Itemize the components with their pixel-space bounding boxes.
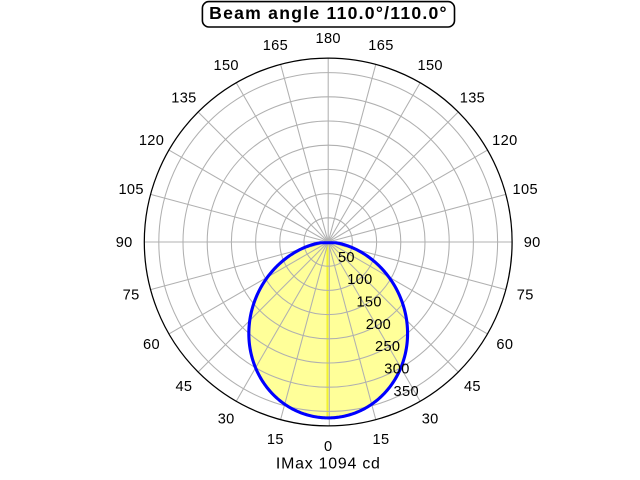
svg-text:90: 90 — [116, 235, 133, 251]
svg-text:75: 75 — [517, 288, 534, 304]
svg-text:150: 150 — [213, 58, 238, 74]
svg-text:150: 150 — [356, 294, 381, 310]
svg-text:120: 120 — [492, 133, 517, 149]
svg-text:135: 135 — [460, 91, 485, 107]
svg-text:350: 350 — [394, 384, 419, 400]
svg-text:180: 180 — [315, 31, 340, 47]
svg-text:15: 15 — [373, 432, 390, 448]
svg-text:300: 300 — [384, 362, 409, 378]
svg-text:60: 60 — [496, 337, 513, 353]
svg-text:0: 0 — [324, 439, 332, 455]
svg-text:IMax 1094 cd: IMax 1094 cd — [276, 456, 381, 473]
svg-text:120: 120 — [139, 133, 164, 149]
svg-text:90: 90 — [524, 235, 541, 251]
svg-text:165: 165 — [263, 38, 288, 54]
svg-text:30: 30 — [422, 412, 439, 428]
svg-text:105: 105 — [513, 182, 538, 198]
svg-text:165: 165 — [368, 38, 393, 54]
svg-text:Beam angle 110.0°/110.0°: Beam angle 110.0°/110.0° — [209, 3, 448, 23]
svg-text:75: 75 — [123, 288, 140, 304]
svg-text:30: 30 — [218, 412, 235, 428]
svg-text:50: 50 — [338, 250, 355, 266]
svg-text:200: 200 — [366, 317, 391, 333]
svg-text:150: 150 — [417, 58, 442, 74]
svg-text:45: 45 — [175, 379, 192, 395]
svg-text:100: 100 — [347, 272, 372, 288]
svg-text:45: 45 — [464, 379, 481, 395]
svg-text:105: 105 — [118, 182, 143, 198]
svg-text:15: 15 — [267, 432, 284, 448]
svg-text:135: 135 — [171, 91, 196, 107]
svg-text:60: 60 — [143, 337, 160, 353]
svg-text:250: 250 — [375, 339, 400, 355]
